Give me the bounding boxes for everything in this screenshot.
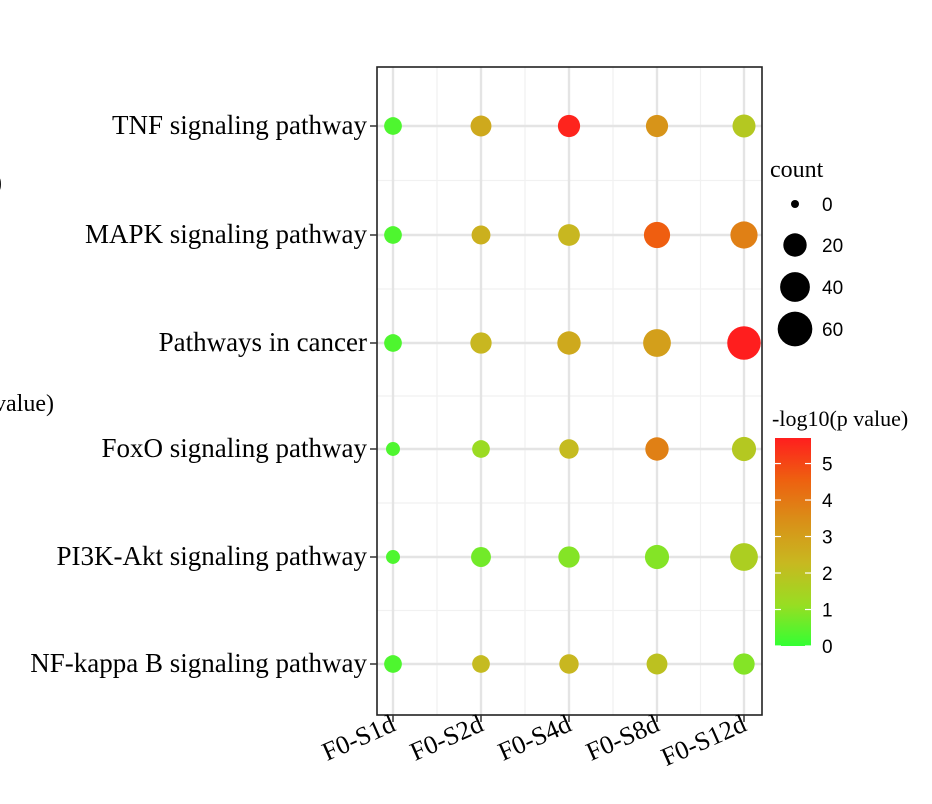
size-legend-label: 60	[822, 320, 843, 341]
data-point	[471, 547, 491, 567]
data-point	[386, 442, 400, 456]
size-legend-circle	[783, 233, 807, 257]
color-legend-title: -log10(p value)	[772, 406, 908, 431]
y-tick-label: Pathways in cancer	[159, 327, 367, 357]
size-legend-label: 0	[822, 195, 833, 216]
data-point	[727, 326, 761, 360]
size-legend-circle	[791, 200, 799, 208]
x-tick-label: F0-S12d	[657, 709, 751, 772]
size-legend-items: 0 20 40 60	[777, 195, 843, 347]
data-point	[644, 544, 670, 570]
size-legend-label: 40	[822, 278, 843, 299]
data-point	[384, 117, 402, 135]
data-point	[471, 225, 491, 245]
clipped-left-label-1: )	[0, 170, 2, 196]
data-point	[559, 654, 579, 674]
data-point	[645, 437, 669, 461]
color-legend-label: 4	[822, 491, 833, 512]
y-tick-label: TNF signaling pathway	[112, 110, 367, 140]
data-point	[384, 655, 402, 673]
color-legend-label: 5	[822, 455, 833, 476]
data-point	[558, 224, 580, 246]
data-point	[384, 226, 402, 244]
data-point	[643, 329, 671, 357]
data-point	[643, 221, 671, 249]
size-legend: count 0 20 40 60	[770, 157, 843, 347]
data-point	[470, 115, 492, 137]
data-point	[386, 550, 400, 564]
color-legend-label: 1	[822, 601, 833, 622]
data-point	[730, 221, 758, 249]
color-legend-bar	[775, 438, 811, 646]
color-legend: -log10(p value) 0 1 2 3 4 5	[772, 406, 908, 658]
x-tick-label: F0-S2d	[406, 709, 488, 767]
y-tick-label: FoxO signaling pathway	[102, 433, 368, 463]
x-tick-label: F0-S8d	[582, 709, 664, 767]
color-legend-label: 3	[822, 528, 833, 549]
data-point	[384, 334, 402, 352]
data-point	[732, 114, 756, 138]
data-point	[558, 546, 580, 568]
grid-lines	[377, 67, 762, 715]
data-point	[559, 439, 579, 459]
size-legend-title: count	[770, 157, 824, 183]
size-legend-circle	[777, 311, 813, 347]
clipped-left-label-2: value)	[0, 391, 54, 417]
color-legend-label: 2	[822, 564, 833, 585]
data-point	[645, 114, 669, 138]
data-point	[646, 653, 668, 675]
x-tick-label: F0-S1d	[318, 709, 400, 767]
data-point	[731, 436, 757, 462]
data-point	[730, 543, 758, 571]
data-point	[557, 114, 581, 138]
y-tick-label: NF-kappa B signaling pathway	[30, 648, 367, 678]
y-axis-labels: TNF signaling pathway MAPK signaling path…	[30, 110, 377, 678]
color-legend-ticks: 0 1 2 3 4 5	[775, 455, 833, 658]
size-legend-label: 20	[822, 236, 843, 257]
y-tick-label: MAPK signaling pathway	[85, 219, 367, 249]
data-point	[733, 653, 755, 675]
data-point	[470, 332, 492, 354]
size-legend-circle	[780, 272, 810, 302]
x-tick-label: F0-S4d	[494, 709, 576, 767]
data-point	[472, 440, 490, 458]
data-points	[384, 114, 761, 675]
y-tick-label: PI3K-Akt signaling pathway	[57, 541, 368, 571]
color-legend-label: 0	[822, 637, 833, 658]
data-point	[557, 331, 581, 355]
data-point	[472, 655, 490, 673]
